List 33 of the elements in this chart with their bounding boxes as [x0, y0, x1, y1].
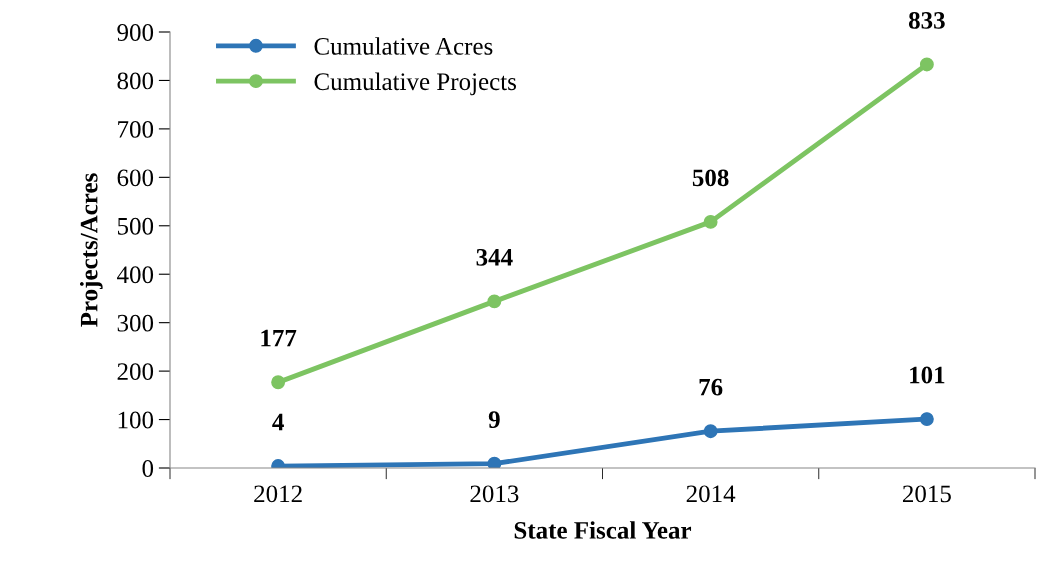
- y-tick-label: 300: [117, 314, 154, 332]
- point: [703, 424, 718, 439]
- y-tick-label: 600: [117, 169, 154, 187]
- point: [919, 412, 934, 427]
- data-label: 508: [692, 169, 729, 187]
- y-tick-label: 800: [117, 72, 154, 90]
- x-axis-title: State Fiscal Year: [514, 521, 692, 539]
- data-label: 833: [908, 11, 945, 29]
- y-tick-label: 400: [117, 266, 154, 284]
- legend-label: Cumulative Projects: [314, 72, 516, 96]
- point: [703, 214, 718, 229]
- data-label: 4: [272, 413, 284, 431]
- y-axis-title: Projects/Acres: [79, 173, 103, 327]
- y-tick-label: 100: [118, 411, 154, 429]
- point: [487, 456, 502, 468]
- y-tick-label: 0: [142, 460, 154, 477]
- legend-label: Cumulative Acres: [314, 37, 493, 55]
- y-tick-label: 700: [118, 120, 154, 138]
- data-label: 344: [476, 248, 513, 266]
- data-label: 101: [910, 366, 945, 384]
- y-tick-label: 900: [117, 24, 154, 41]
- point: [487, 294, 502, 309]
- y-tick-label: 200: [117, 363, 154, 381]
- data-label: 9: [488, 411, 500, 429]
- x-tick-label: 2014: [686, 485, 736, 503]
- x-tick-label: 2015: [902, 485, 951, 503]
- x-tick-label: 2013: [470, 485, 519, 503]
- data-label: 177: [261, 329, 297, 347]
- point: [919, 57, 934, 72]
- point: [271, 375, 286, 390]
- data-label: 76: [699, 378, 723, 396]
- y-tick-label: 500: [117, 217, 154, 235]
- x-tick-label: 2012: [254, 485, 302, 503]
